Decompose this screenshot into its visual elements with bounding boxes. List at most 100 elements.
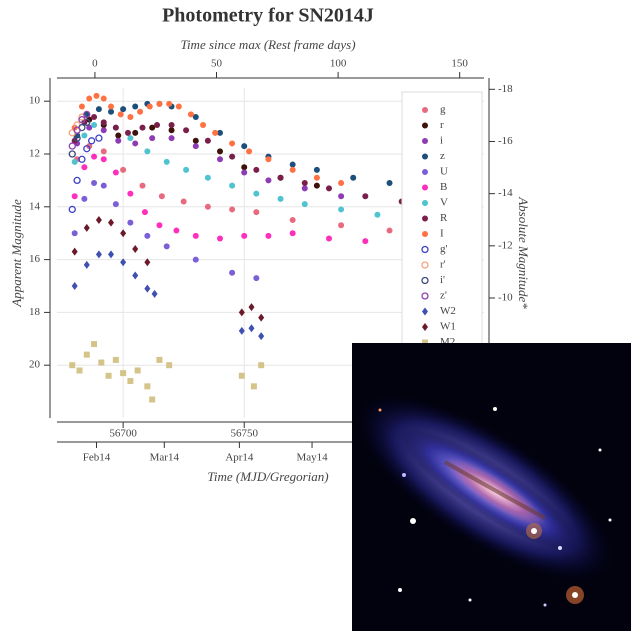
data-point	[91, 121, 98, 128]
data-point	[350, 174, 357, 181]
data-point	[93, 92, 100, 99]
legend-marker	[421, 276, 429, 285]
data-point	[277, 195, 284, 202]
data-point	[76, 367, 83, 374]
data-point	[83, 145, 91, 153]
data-point	[81, 132, 88, 139]
data-point	[91, 180, 98, 187]
legend-label: i	[440, 135, 443, 147]
data-point	[69, 362, 76, 369]
data-point	[183, 166, 190, 173]
data-point	[204, 137, 211, 144]
data-point	[156, 356, 163, 363]
data-point	[154, 121, 161, 128]
y2-tick-label: -18	[498, 83, 513, 95]
data-point	[241, 169, 248, 176]
data-point	[258, 332, 265, 341]
data-point	[229, 153, 236, 160]
inset-image	[352, 343, 631, 631]
y2-tick-label: -12	[498, 239, 513, 251]
legend-label: z	[440, 150, 445, 162]
data-point	[200, 121, 207, 128]
data-point	[168, 135, 175, 142]
data-point	[108, 103, 115, 110]
legend-label: g'	[440, 243, 448, 255]
data-point	[95, 106, 102, 113]
data-point	[301, 180, 308, 187]
data-point	[338, 180, 345, 187]
data-point	[301, 185, 308, 192]
data-point	[120, 106, 127, 113]
legend-label: W2	[440, 305, 456, 317]
legend-marker	[422, 307, 428, 316]
data-point	[192, 114, 199, 121]
data-point	[117, 111, 124, 118]
legend-marker	[422, 169, 428, 175]
data-point	[127, 378, 134, 385]
data-point	[246, 148, 253, 155]
legend-label: i'	[440, 274, 445, 286]
data-point	[156, 222, 163, 229]
data-point	[112, 169, 119, 176]
data-point	[86, 95, 93, 102]
data-point	[241, 143, 248, 150]
data-point	[100, 156, 107, 163]
legend-label: U	[440, 166, 448, 178]
data-point	[192, 143, 199, 150]
legend-marker	[422, 231, 428, 237]
data-point	[78, 155, 86, 163]
data-point	[73, 134, 81, 142]
data-point	[229, 182, 236, 189]
data-point	[83, 351, 90, 358]
data-point	[144, 148, 151, 155]
data-point	[163, 243, 170, 250]
legend-label: V	[440, 197, 448, 209]
data-point	[229, 206, 236, 213]
date-tick-label: Apr14	[225, 452, 254, 464]
data-point	[132, 103, 139, 110]
data-point	[338, 222, 345, 229]
data-point	[127, 114, 134, 121]
data-point	[212, 129, 219, 136]
legend-marker	[422, 323, 428, 331]
data-point	[132, 245, 139, 254]
data-point	[139, 182, 146, 189]
data-point	[338, 193, 345, 200]
data-point	[108, 108, 115, 115]
date-tick-label: Mar14	[150, 452, 180, 464]
data-point	[166, 100, 173, 107]
top-tick-label: 0	[92, 58, 98, 70]
data-point	[120, 166, 127, 173]
data-point	[91, 341, 98, 348]
x-axis-label: Time (MJD/Gregorian)	[207, 469, 328, 484]
data-point	[105, 372, 112, 379]
data-point	[149, 396, 156, 403]
data-point	[158, 193, 165, 200]
date-tick-label: Feb14	[83, 452, 111, 464]
data-point	[248, 324, 255, 333]
data-point	[71, 158, 78, 165]
data-point	[73, 176, 81, 185]
data-point	[386, 180, 393, 187]
data-point	[112, 124, 119, 131]
legend-marker	[422, 122, 428, 129]
top-axis-label: Time since max (Rest frame days)	[180, 37, 355, 52]
data-point	[187, 111, 194, 118]
data-point	[192, 256, 199, 263]
legend-label: g	[440, 104, 446, 116]
data-point	[78, 103, 85, 110]
data-point	[98, 359, 105, 366]
data-point	[144, 258, 151, 267]
data-point	[86, 124, 93, 131]
legend-marker	[421, 292, 429, 300]
data-point	[301, 201, 308, 208]
data-point	[137, 108, 144, 115]
data-point	[168, 121, 175, 128]
data-point	[95, 134, 103, 142]
data-point	[83, 110, 91, 119]
data-point	[175, 103, 182, 110]
data-point	[173, 227, 180, 234]
data-point	[217, 129, 224, 136]
